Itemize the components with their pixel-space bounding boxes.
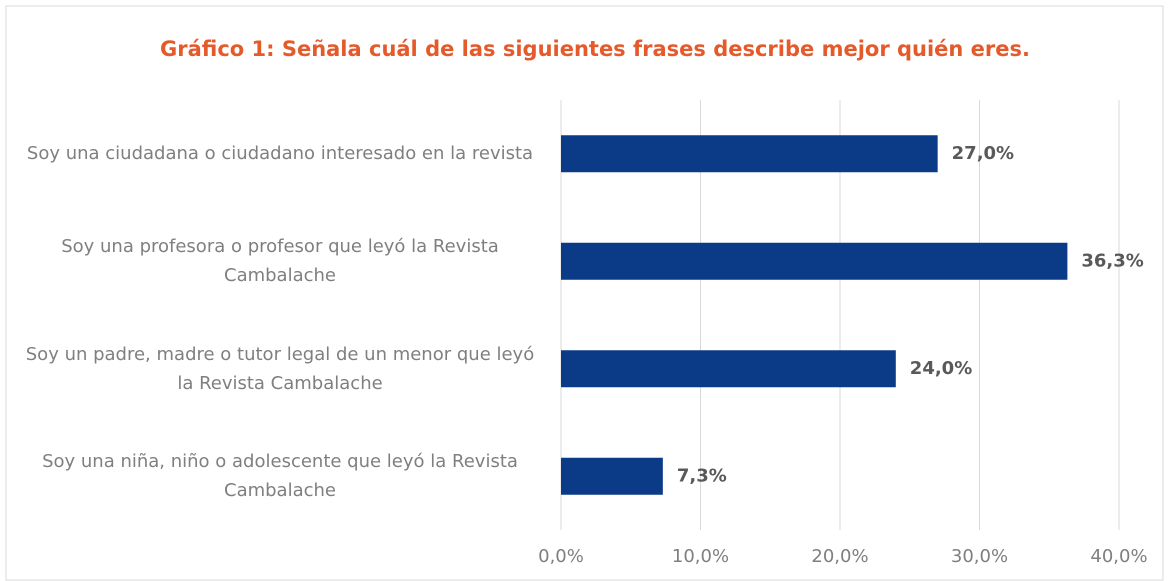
data-label: 24,0% [910, 358, 972, 379]
x-tick-label: 20,0% [811, 546, 868, 567]
data-label: 27,0% [952, 143, 1014, 164]
chart-title: Gráfico 1: Señala cuál de las siguientes… [160, 37, 1030, 61]
y-tick-label: Soy un padre, madre o tutor legal de un … [25, 343, 535, 394]
y-tick-label-box: Soy una profesora o profesor que leyó la… [61, 236, 499, 287]
bar [561, 135, 938, 173]
y-tick-label: Soy una niña, niño o adolescente que ley… [42, 451, 518, 502]
x-tick-label: 10,0% [672, 546, 729, 567]
y-tick-label: Soy una ciudadana o ciudadano interesado… [26, 143, 534, 165]
data-label: 36,3% [1081, 250, 1143, 271]
y-tick-label-box: Soy una ciudadana o ciudadano interesado… [26, 143, 534, 165]
bar [561, 242, 1068, 280]
bar [561, 350, 896, 388]
y-tick-label-box: Soy una niña, niño o adolescente que ley… [42, 451, 518, 502]
bar [561, 457, 663, 495]
x-tick-label: 0,0% [538, 546, 584, 567]
data-label: 7,3% [677, 465, 727, 486]
x-tick-label: 30,0% [951, 546, 1008, 567]
x-tick-label: 40,0% [1090, 546, 1147, 567]
y-tick-label: Soy una profesora o profesor que leyó la… [61, 236, 499, 287]
y-tick-label-box: Soy un padre, madre o tutor legal de un … [25, 343, 535, 394]
